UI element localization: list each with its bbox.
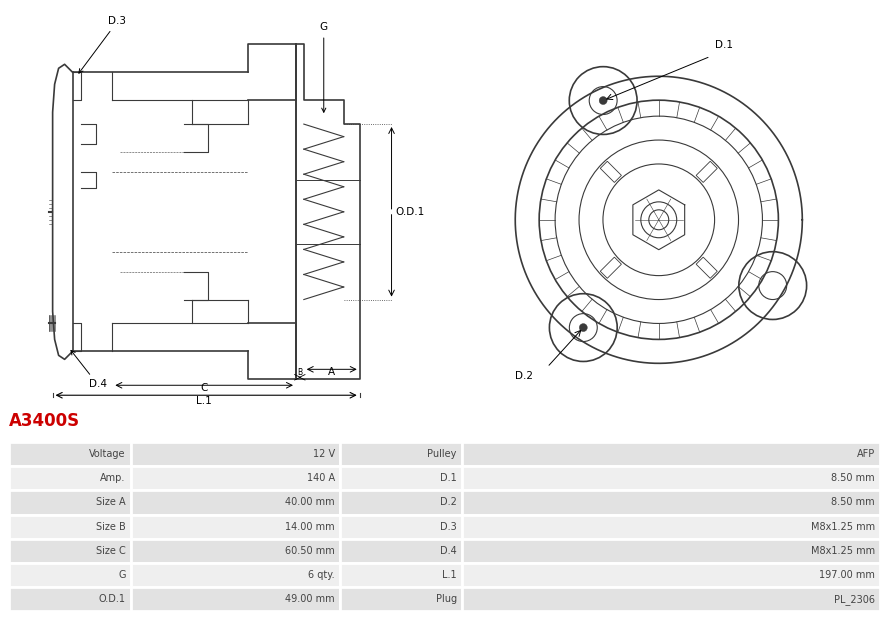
Bar [462,490,880,515]
Bar [462,515,880,539]
Bar [340,442,462,466]
Text: D.1: D.1 [715,40,733,50]
Text: G: G [118,570,125,580]
Text: Amp.: Amp. [100,473,125,483]
Bar [9,442,131,466]
Bar [340,515,462,539]
Bar [340,587,462,611]
Bar [462,466,880,490]
Text: Pulley: Pulley [428,449,457,459]
Bar [131,515,340,539]
Text: D.4: D.4 [71,350,107,389]
Bar [9,539,131,563]
Bar [9,515,131,539]
Text: 8.50 mm: 8.50 mm [831,498,875,508]
Text: 197.00 mm: 197.00 mm [819,570,875,580]
Text: PL_2306: PL_2306 [834,594,875,605]
Bar [9,587,131,611]
Bar [131,539,340,563]
Text: L.1: L.1 [442,570,457,580]
Text: D.2: D.2 [440,498,457,508]
Text: 8.50 mm: 8.50 mm [831,473,875,483]
Text: 49.00 mm: 49.00 mm [285,594,335,604]
Text: O.D.1: O.D.1 [396,207,425,217]
Text: Voltage: Voltage [89,449,125,459]
Circle shape [599,97,607,105]
Text: A: A [328,368,335,378]
Text: 12 V: 12 V [313,449,335,459]
Circle shape [580,323,588,331]
Text: D.4: D.4 [440,546,457,556]
Bar [340,490,462,515]
Bar [9,466,131,490]
Text: D.3: D.3 [440,521,457,531]
Text: D.2: D.2 [516,371,533,381]
Text: C: C [200,383,208,393]
Bar [462,587,880,611]
Bar [462,539,880,563]
Text: G: G [320,22,328,112]
Bar [131,563,340,587]
Text: A3400S: A3400S [9,412,80,430]
Text: L.1: L.1 [196,396,212,406]
Text: AFP: AFP [857,449,875,459]
Text: Plug: Plug [436,594,457,604]
Bar [131,587,340,611]
Bar [462,442,880,466]
Bar [131,442,340,466]
Bar [340,466,462,490]
Text: D.1: D.1 [440,473,457,483]
Text: 6 qty.: 6 qty. [308,570,335,580]
Text: 140 A: 140 A [307,473,335,483]
Bar [462,563,880,587]
Text: Size A: Size A [96,498,125,508]
Text: 60.50 mm: 60.50 mm [285,546,335,556]
Text: M8x1.25 mm: M8x1.25 mm [811,546,875,556]
Text: O.D.1: O.D.1 [99,594,125,604]
Bar [131,490,340,515]
Bar [9,490,131,515]
Text: 40.00 mm: 40.00 mm [285,498,335,508]
Text: Size C: Size C [96,546,125,556]
Text: B: B [297,368,302,378]
Bar [340,563,462,587]
Bar [131,466,340,490]
Text: D.3: D.3 [79,16,126,73]
Bar [340,539,462,563]
Text: Size B: Size B [96,521,125,531]
Bar [9,563,131,587]
Text: 14.00 mm: 14.00 mm [285,521,335,531]
Text: M8x1.25 mm: M8x1.25 mm [811,521,875,531]
